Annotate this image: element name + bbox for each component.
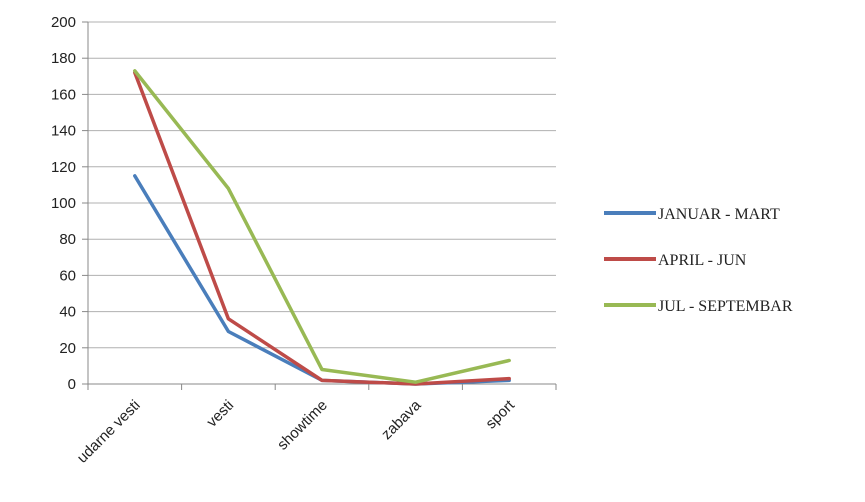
legend: JANUAR - MART APRIL - JUN JUL - SEPTEMBAR bbox=[604, 206, 793, 315]
y-tick-label: 180 bbox=[51, 50, 76, 67]
series-line-2 bbox=[133, 70, 511, 386]
x-category-label: udarne vesti bbox=[74, 397, 144, 467]
y-tick-labels: 0 20 40 60 80 100 120 140 160 180 200 bbox=[51, 14, 76, 393]
y-tick-label: 40 bbox=[59, 304, 76, 321]
x-category-label: zabava bbox=[378, 396, 425, 443]
y-tick-label: 140 bbox=[51, 123, 76, 140]
axes bbox=[82, 21, 557, 390]
y-tick-label: 120 bbox=[51, 159, 76, 176]
legend-label-3: JUL - SEPTEMBAR bbox=[658, 298, 793, 315]
series-lines bbox=[133, 69, 511, 386]
y-tick-label: 20 bbox=[59, 340, 76, 357]
y-tick-label: 0 bbox=[68, 376, 76, 393]
y-tick-label: 200 bbox=[51, 14, 76, 31]
series-line-3 bbox=[133, 69, 511, 384]
gridlines bbox=[88, 21, 556, 349]
legend-label-2: APRIL - JUN bbox=[658, 252, 747, 269]
x-category-label: vesti bbox=[203, 397, 237, 431]
y-tick-label: 80 bbox=[59, 231, 76, 248]
x-category-label: sport bbox=[482, 396, 518, 432]
series-line-1 bbox=[133, 174, 511, 386]
y-tick-label: 160 bbox=[51, 86, 76, 103]
x-category-label: showtime bbox=[274, 397, 331, 454]
legend-label-1: JANUAR - MART bbox=[658, 206, 780, 223]
x-category-labels: udarne vesti vesti showtime zabava sport bbox=[74, 396, 519, 466]
y-tick-label: 100 bbox=[51, 195, 76, 212]
y-tick-label: 60 bbox=[59, 267, 76, 284]
